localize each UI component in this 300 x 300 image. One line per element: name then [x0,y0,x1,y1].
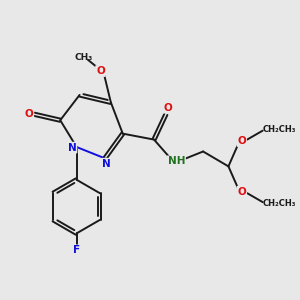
Text: N: N [102,159,111,169]
Text: CH₂CH₃: CH₂CH₃ [262,199,296,208]
Text: CH₃: CH₃ [75,53,93,62]
Text: O: O [237,187,246,197]
Text: O: O [163,103,172,113]
Text: NH: NH [168,156,185,166]
Text: F: F [73,245,80,255]
Text: O: O [237,136,246,146]
Text: O: O [96,66,105,76]
Text: N: N [68,142,76,153]
Text: CH₂CH₃: CH₂CH₃ [262,125,296,134]
Text: O: O [25,109,33,119]
